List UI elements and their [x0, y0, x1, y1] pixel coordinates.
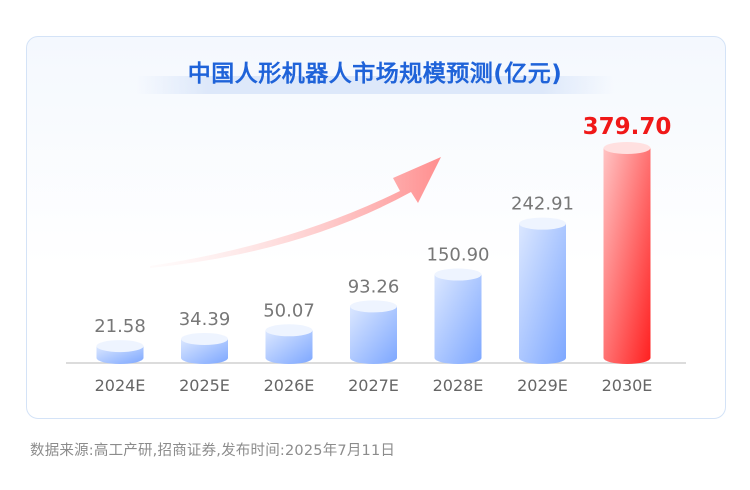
chart-title-container: 中国人形机器人市场规模预测(亿元)	[0, 54, 750, 88]
value-label: 242.91	[511, 194, 574, 215]
bar-cap	[603, 142, 651, 154]
bar-2025E	[181, 332, 228, 364]
value-label: 93.26	[348, 276, 400, 297]
x-tick-label: 2024E	[95, 376, 146, 395]
x-tick-label: 2025E	[179, 376, 230, 395]
bar-body	[434, 274, 482, 364]
bar-2027E	[350, 300, 397, 364]
chart-title: 中国人形机器人市场规模预测(亿元)	[187, 61, 563, 87]
x-tick-label: 2030E	[602, 376, 653, 395]
bar-cap	[181, 332, 228, 345]
value-label: 34.39	[179, 309, 231, 330]
bar-body	[181, 338, 228, 364]
tick-labels-group: 2024E 2025E 2026E 2027E 2028E 2029E 2030E	[95, 376, 653, 395]
value-labels-group: 21.58 34.39 50.07 93.26 150.90 242.91 379.70	[94, 114, 671, 337]
value-label: 21.58	[94, 316, 146, 337]
bar-2024E	[96, 340, 144, 364]
value-label: 50.07	[263, 300, 315, 321]
bar-cap	[519, 217, 566, 230]
bar-cap	[96, 340, 144, 353]
bar-2029E	[519, 217, 566, 364]
source-note: 数据来源:高工产研,招商证券,发布时间:2025年7月11日	[30, 443, 396, 459]
trend-arrow-shape	[150, 157, 441, 268]
x-tick-label: 2029E	[517, 376, 568, 395]
trend-arrow	[150, 157, 441, 268]
bar-2026E	[265, 324, 313, 364]
x-tick-label: 2026E	[264, 376, 315, 395]
value-label: 150.90	[427, 245, 490, 266]
bars-group	[96, 142, 651, 364]
x-tick-label: 2028E	[433, 376, 484, 395]
bar-cap	[434, 268, 482, 281]
bar-body	[265, 330, 313, 364]
bar-body	[603, 148, 651, 364]
bar-2030E	[603, 142, 651, 364]
bar-body	[519, 223, 566, 364]
bar-cap	[265, 324, 313, 337]
value-label: 379.70	[583, 114, 672, 140]
bar-cap	[350, 300, 397, 313]
bar-body	[350, 306, 397, 364]
x-tick-label: 2027E	[348, 376, 399, 395]
bar-2028E	[434, 268, 482, 364]
title-highlight-band	[136, 76, 614, 94]
